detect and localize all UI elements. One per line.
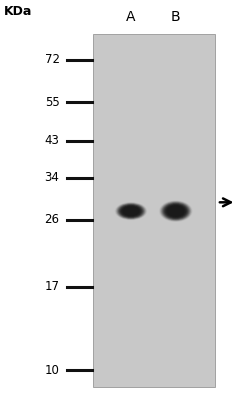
Ellipse shape xyxy=(167,206,184,217)
Ellipse shape xyxy=(164,204,187,219)
Ellipse shape xyxy=(160,201,191,221)
Text: 72: 72 xyxy=(45,53,60,66)
Ellipse shape xyxy=(123,207,139,216)
Ellipse shape xyxy=(117,204,145,219)
Ellipse shape xyxy=(161,202,190,220)
Ellipse shape xyxy=(124,207,138,215)
Ellipse shape xyxy=(122,206,139,216)
Ellipse shape xyxy=(163,203,188,219)
Bar xyxy=(93,34,215,387)
Ellipse shape xyxy=(173,210,178,213)
Ellipse shape xyxy=(128,210,134,213)
Ellipse shape xyxy=(125,208,137,214)
Ellipse shape xyxy=(116,202,146,220)
Text: 34: 34 xyxy=(45,171,60,184)
Ellipse shape xyxy=(166,205,185,217)
Ellipse shape xyxy=(121,206,141,216)
Text: 10: 10 xyxy=(45,364,60,377)
Ellipse shape xyxy=(170,207,182,215)
Ellipse shape xyxy=(130,211,132,212)
Ellipse shape xyxy=(171,208,181,214)
Ellipse shape xyxy=(116,203,146,220)
Ellipse shape xyxy=(122,206,140,216)
Ellipse shape xyxy=(127,209,135,213)
Ellipse shape xyxy=(162,202,190,220)
Ellipse shape xyxy=(126,209,135,214)
Ellipse shape xyxy=(121,206,141,217)
Text: A: A xyxy=(126,10,136,24)
Ellipse shape xyxy=(175,211,176,212)
Ellipse shape xyxy=(120,205,142,218)
Ellipse shape xyxy=(168,206,184,216)
Ellipse shape xyxy=(173,209,179,213)
Text: 43: 43 xyxy=(45,134,60,147)
Text: 17: 17 xyxy=(45,280,60,293)
Ellipse shape xyxy=(119,204,143,218)
Ellipse shape xyxy=(129,210,133,212)
Ellipse shape xyxy=(169,207,182,215)
Ellipse shape xyxy=(165,204,187,218)
Ellipse shape xyxy=(128,209,134,213)
Text: 26: 26 xyxy=(45,214,60,226)
Ellipse shape xyxy=(162,202,189,220)
Text: B: B xyxy=(171,10,181,24)
Ellipse shape xyxy=(117,203,145,219)
Ellipse shape xyxy=(129,210,133,212)
Ellipse shape xyxy=(115,202,147,220)
Ellipse shape xyxy=(174,210,178,212)
Ellipse shape xyxy=(120,205,142,217)
Ellipse shape xyxy=(159,201,192,222)
Ellipse shape xyxy=(125,208,137,215)
Ellipse shape xyxy=(126,208,136,214)
Ellipse shape xyxy=(166,205,186,218)
Ellipse shape xyxy=(169,207,183,216)
Ellipse shape xyxy=(171,208,181,214)
Ellipse shape xyxy=(119,204,143,218)
Ellipse shape xyxy=(165,204,186,218)
Text: 55: 55 xyxy=(45,96,60,109)
Ellipse shape xyxy=(160,201,192,221)
Ellipse shape xyxy=(130,210,132,212)
Ellipse shape xyxy=(172,208,180,214)
Ellipse shape xyxy=(163,203,189,220)
Ellipse shape xyxy=(124,207,138,215)
Ellipse shape xyxy=(118,204,144,218)
Text: KDa: KDa xyxy=(4,5,32,18)
Ellipse shape xyxy=(168,206,184,216)
Ellipse shape xyxy=(172,209,179,214)
Ellipse shape xyxy=(175,210,177,212)
